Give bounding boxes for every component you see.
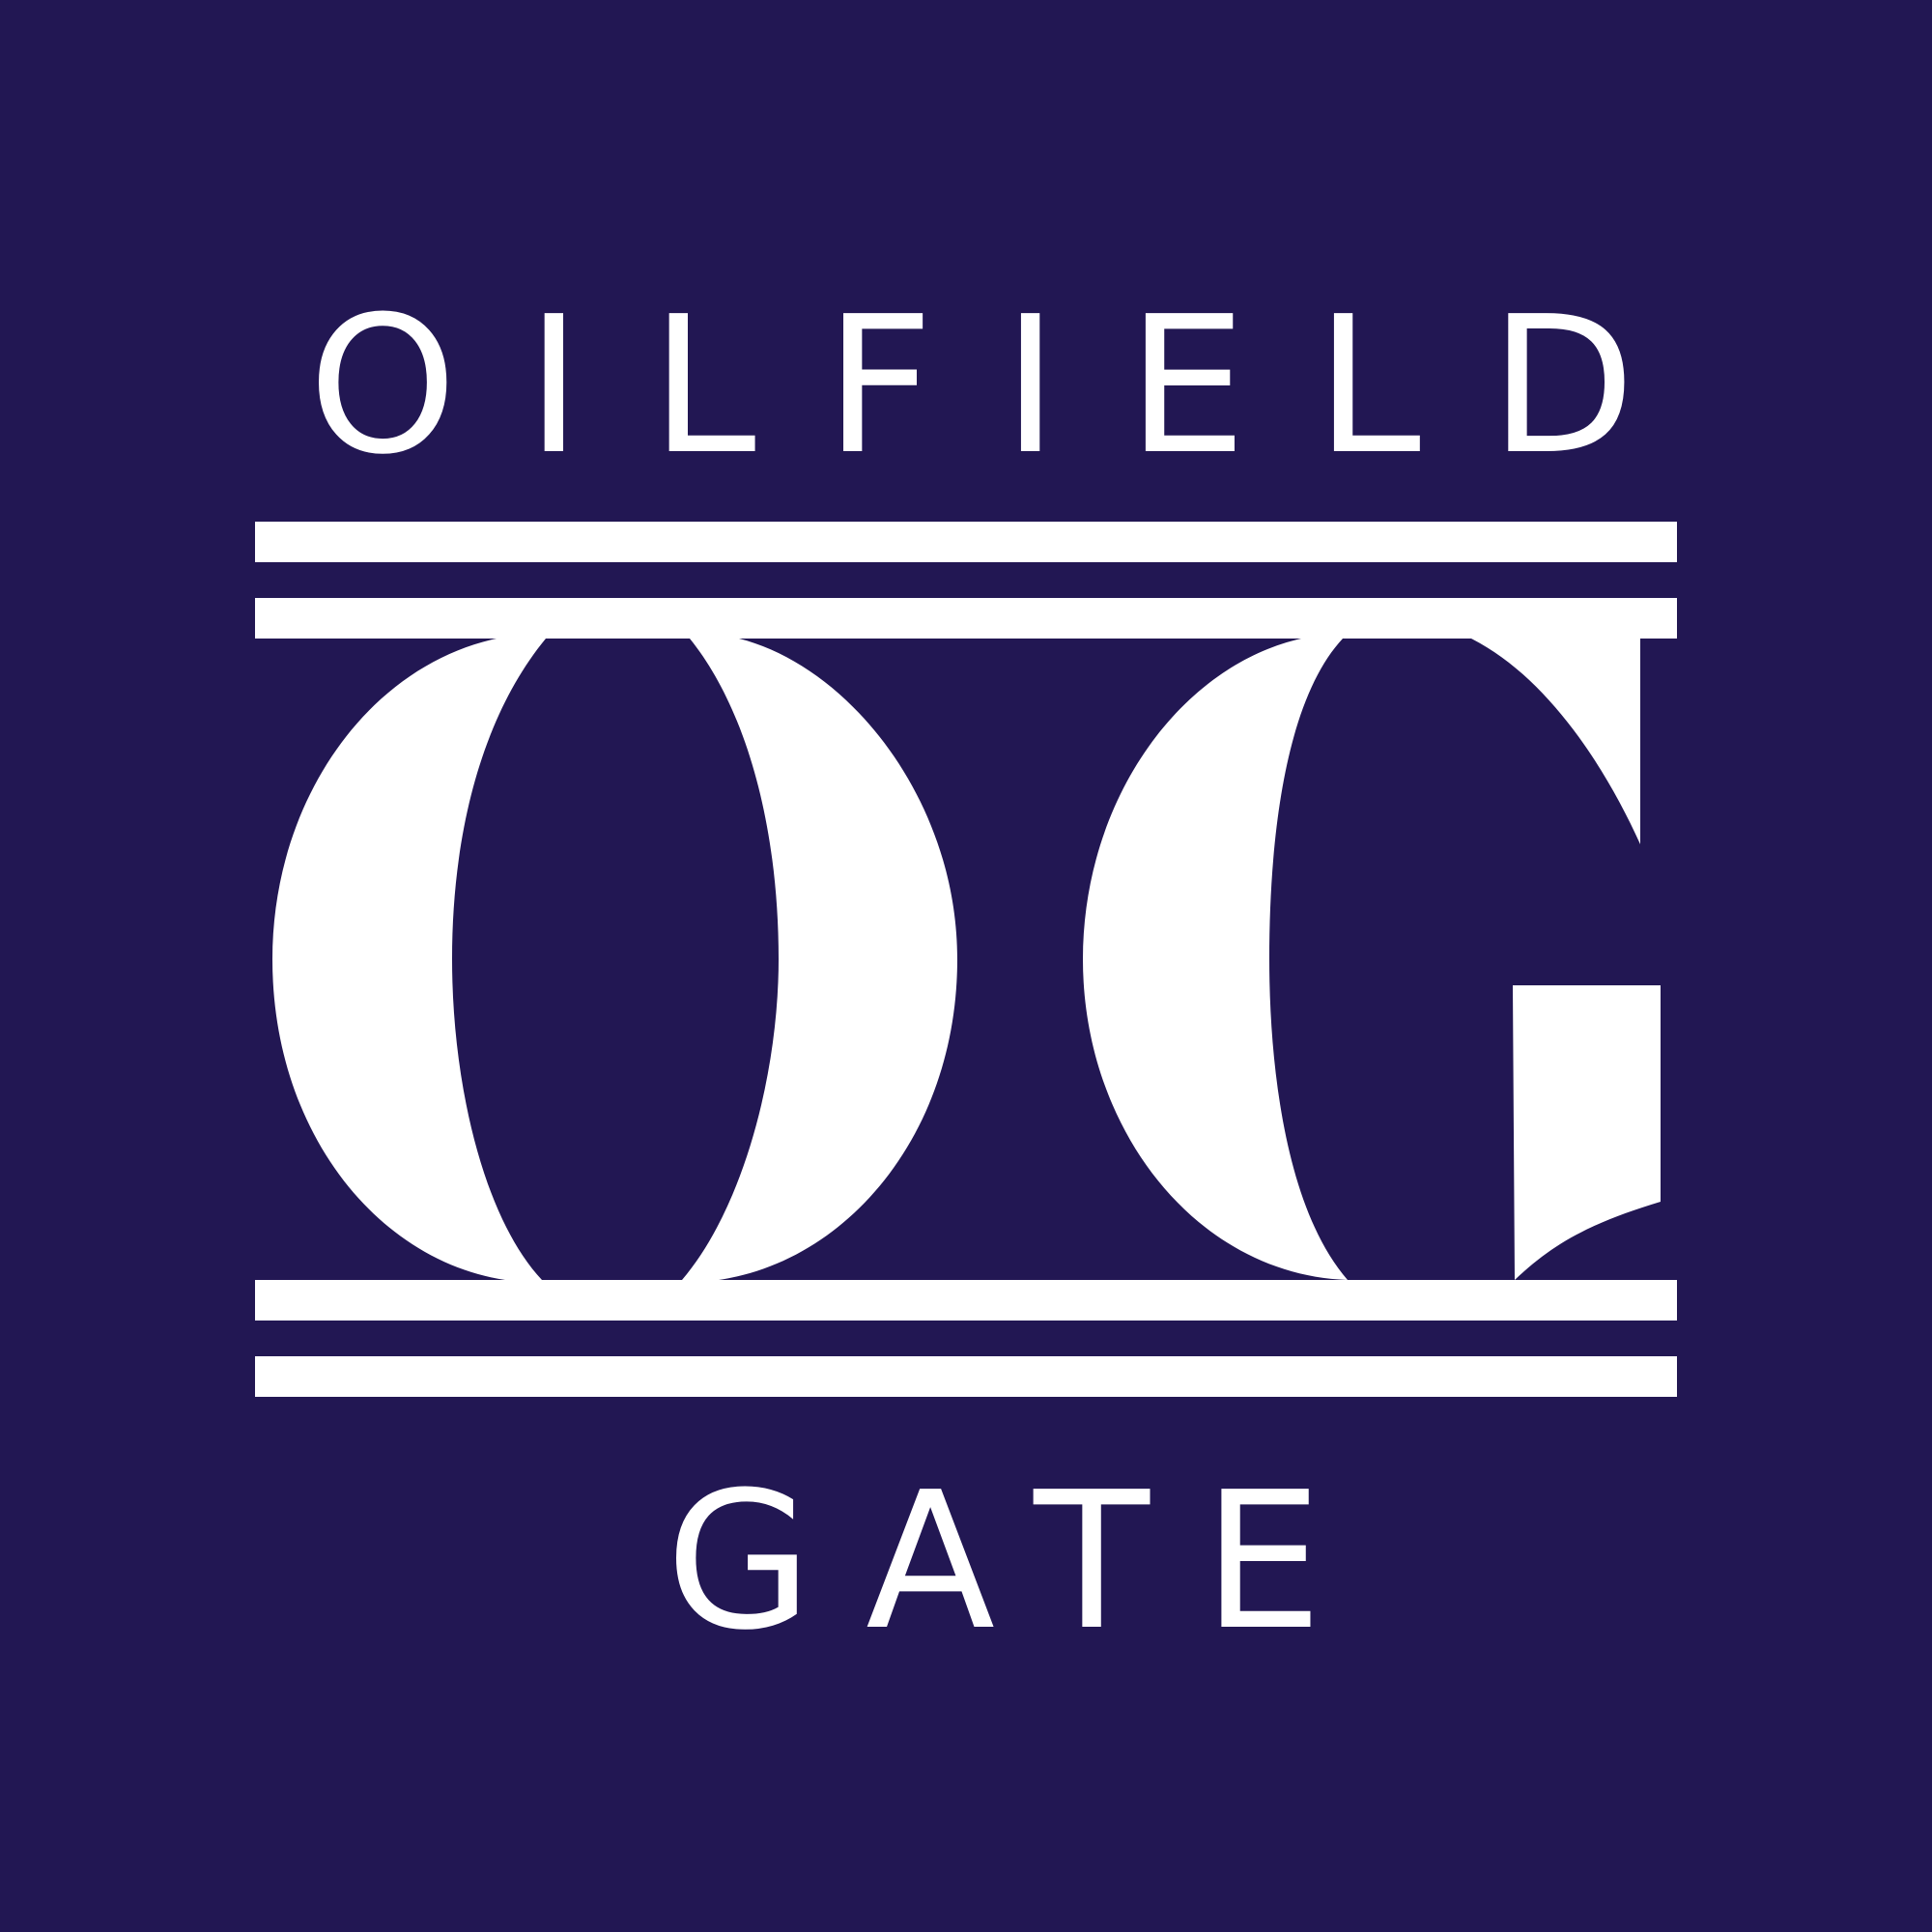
bar: [255, 1280, 1677, 1321]
monogram: [272, 639, 1661, 1280]
monogram-g-spur: [1513, 985, 1661, 1280]
bar: [255, 598, 1677, 639]
bar: [255, 1356, 1677, 1397]
monogram-g-top: [1471, 639, 1640, 844]
bars: [255, 522, 1677, 1397]
monogram-g-left: [1083, 639, 1348, 1280]
monogram-o-right: [682, 639, 957, 1280]
bar: [255, 522, 1677, 562]
monogram-o-left: [272, 639, 546, 1280]
